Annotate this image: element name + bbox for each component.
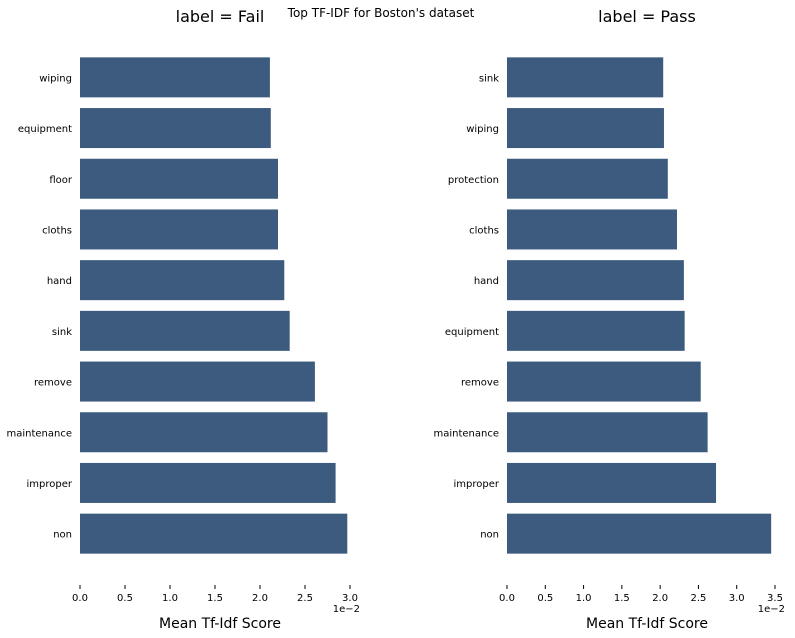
x-tick-label: 1.0 (576, 593, 592, 604)
category-label: equipment (445, 327, 499, 338)
panel-1: label = Pass sink wiping protection cloths ha… (433, 7, 785, 632)
category-label: cloths (469, 225, 499, 236)
bar (80, 260, 285, 301)
x-axis-label: Mean Tf-Idf Score (159, 616, 281, 632)
category-label: wiping (466, 124, 499, 135)
x-tick-label: 3.5 (767, 593, 783, 604)
x-tick-label: 2.0 (252, 593, 268, 604)
bar (507, 462, 717, 503)
category-label: remove (461, 378, 499, 389)
bar (80, 158, 278, 199)
category-label: sink (479, 73, 499, 84)
bar (507, 513, 772, 554)
category-label: hand (47, 276, 72, 287)
x-tick-label: 2.5 (690, 593, 706, 604)
bar (507, 310, 685, 351)
bar (80, 57, 270, 98)
category-label: maintenance (6, 428, 72, 439)
x-tick-label: 0.0 (499, 593, 515, 604)
category-label: maintenance (433, 428, 499, 439)
bar (80, 412, 328, 453)
bar (80, 209, 278, 250)
x-tick-label: 3.0 (342, 593, 358, 604)
bar (507, 57, 664, 98)
bar (80, 361, 315, 402)
panel-title: label = Pass (598, 7, 696, 26)
category-label: non (480, 530, 499, 541)
category-label: wiping (39, 73, 72, 84)
bar (80, 108, 271, 149)
category-label: floor (49, 175, 73, 186)
bar (507, 158, 668, 199)
category-label: improper (27, 479, 73, 490)
x-tick-label: 1.5 (614, 593, 630, 604)
figure-title: Top TF-IDF for Boston's dataset (287, 6, 475, 20)
category-label: cloths (42, 225, 72, 236)
bar (80, 310, 290, 351)
category-label: protection (448, 175, 499, 186)
x-tick-label: 2.5 (297, 593, 313, 604)
x-tick-label: 2.0 (652, 593, 668, 604)
x-tick-label: 0.0 (72, 593, 88, 604)
x-tick-label: 1.5 (207, 593, 223, 604)
category-label: hand (474, 276, 499, 287)
category-label: improper (454, 479, 500, 490)
bar (507, 260, 684, 301)
x-tick-label: 3.0 (729, 593, 745, 604)
category-label: non (53, 530, 72, 541)
axis-offset-label: 1e−2 (333, 604, 360, 615)
x-tick-label: 1.0 (162, 593, 178, 604)
panel-0: label = Fail wiping equipment floor cloths ha… (6, 7, 360, 632)
category-label: sink (52, 327, 72, 338)
bar (507, 412, 708, 453)
x-axis-label: Mean Tf-Idf Score (586, 616, 708, 632)
panel-title: label = Fail (176, 7, 265, 26)
bar (507, 108, 664, 149)
bar (80, 513, 348, 554)
bar (507, 361, 701, 402)
x-tick-label: 0.5 (537, 593, 553, 604)
chart-panels: label = Fail wiping equipment floor cloths ha… (6, 7, 785, 632)
category-label: equipment (18, 124, 72, 135)
bar (80, 462, 336, 503)
axis-offset-label: 1e−2 (758, 604, 785, 615)
bar (507, 209, 677, 250)
x-tick-label: 0.5 (117, 593, 133, 604)
category-label: remove (34, 378, 72, 389)
